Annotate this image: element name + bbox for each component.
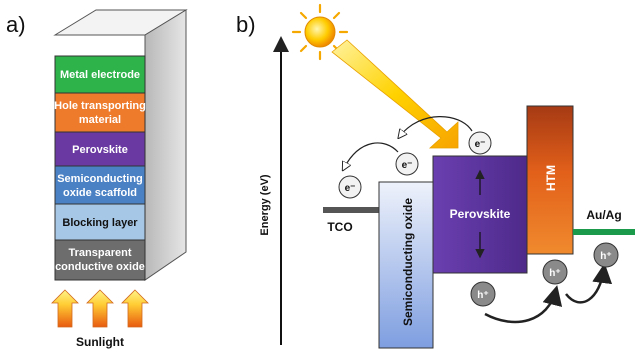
- electron-arrow-oxide-to-tco: [344, 142, 399, 168]
- layer-label-htm-line1: Hole transporting: [54, 100, 146, 112]
- contact-level: [573, 229, 635, 235]
- energy-axis-label: Energy (eV): [259, 174, 271, 235]
- electron-in-oxide: e⁻: [395, 152, 419, 176]
- layer-label-metal-electrode: Metal electrode: [60, 69, 140, 81]
- layer-label-tco-line2: conductive oxide: [55, 261, 145, 273]
- htm-band-label: HTM: [544, 165, 558, 191]
- layer-semiconducting-oxide-scaffold: [54, 165, 146, 205]
- device-stack: Metal electrode Hole transporting materi…: [53, 9, 188, 281]
- panel-a-label: a): [6, 12, 26, 37]
- electron-symbol: e⁻: [402, 160, 413, 171]
- sun-icon: [291, 3, 349, 61]
- electron-at-tco: e⁻: [338, 175, 362, 199]
- hole-at-contact: h⁺: [593, 242, 619, 268]
- contact-label: Au/Ag: [586, 208, 621, 222]
- stack-side-face: [144, 9, 187, 281]
- hole-arrow-perovskite-to-htm: [484, 285, 563, 324]
- layer-label-blocking-layer: Blocking layer: [62, 217, 138, 229]
- layer-label-perovskite: Perovskite: [72, 144, 128, 156]
- hole-in-perovskite: h⁺: [470, 281, 496, 307]
- hole-symbol: h⁺: [549, 268, 560, 279]
- sunlight-arrow-1: [51, 289, 79, 328]
- panel-b-label: b): [236, 12, 256, 37]
- sunlight-arrows: [51, 289, 149, 328]
- sunlight-arrow-3: [121, 289, 149, 328]
- electron-symbol: e⁻: [475, 139, 486, 150]
- electron-arrow-perovskite-to-oxide: [400, 116, 473, 136]
- hole-arrow-htm-to-contact: [565, 263, 613, 304]
- electron-in-perovskite: e⁻: [468, 131, 492, 155]
- sunlight-label: Sunlight: [76, 335, 124, 349]
- layer-label-scaffold-line1: Semiconducting: [57, 173, 143, 185]
- layer-label-tco-line1: Transparent: [69, 247, 132, 259]
- layer-blocking-layer: [54, 203, 146, 241]
- hole-in-htm: h⁺: [542, 259, 568, 285]
- electron-symbol: e⁻: [345, 183, 356, 194]
- layer-transparent-conductive-oxide: [54, 239, 146, 281]
- hole-symbol: h⁺: [477, 290, 488, 301]
- light-beam: [331, 39, 459, 149]
- sunlight-arrow-2: [86, 289, 114, 328]
- semiconducting-oxide-band: [378, 181, 434, 349]
- tco-label: TCO: [327, 220, 352, 234]
- hole-symbol: h⁺: [600, 251, 611, 262]
- layer-label-scaffold-line2: oxide scaffold: [63, 187, 137, 199]
- tco-level: [323, 207, 379, 213]
- htm-band: [526, 105, 574, 255]
- layer-hole-transporting-material: [54, 92, 146, 133]
- layer-metal-electrode: [54, 55, 146, 94]
- layer-label-htm-line2: material: [79, 114, 121, 126]
- semiconducting-oxide-label: Semiconducting oxide: [401, 198, 415, 326]
- perovskite-band-label: Perovskite: [450, 207, 511, 221]
